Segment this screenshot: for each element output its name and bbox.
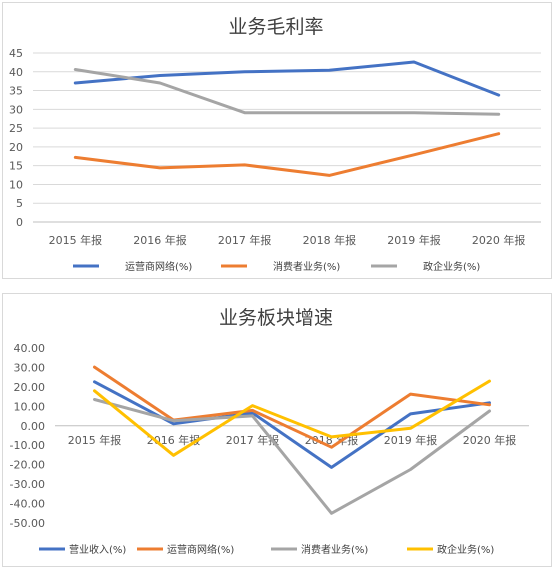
margin-x-tick-label: 2017 年报: [218, 233, 272, 247]
growth-y-tick-label: 10.00: [14, 400, 46, 413]
growth-legend-label: 消费者业务(%): [301, 543, 368, 556]
growth-y-tick-label: 20.00: [14, 381, 46, 394]
margin-y-tick-label: 40: [9, 66, 23, 79]
margin-x-tick-label: 2016 年报: [133, 233, 187, 247]
growth-title: 业务板块增速: [219, 307, 333, 329]
growth-legend-label: 政企业务(%): [437, 543, 494, 556]
growth-x-tick-label: 2017 年报: [226, 433, 280, 447]
growth-x-tick-label: 2015 年报: [68, 433, 122, 447]
growth-y-tick-label: -10.00: [10, 439, 45, 452]
growth-y-tick-label: -30.00: [10, 478, 45, 491]
margin-x-tick-label: 2019 年报: [387, 233, 441, 247]
margin-y-tick-label: 5: [16, 197, 23, 210]
margin-y-tick-label: 45: [9, 47, 23, 60]
margin-legend-label: 运营商网络(%): [125, 260, 192, 273]
margin-x-tick-label: 2015 年报: [49, 233, 103, 247]
growth-x-tick-label: 2020 年报: [463, 433, 517, 447]
growth-series-line-2: [93, 365, 491, 449]
margin-x-tick-label: 2020 年报: [472, 233, 526, 247]
margin-y-tick-label: 10: [9, 178, 23, 191]
margin-y-tick-label: 25: [9, 122, 23, 135]
margin-x-tick-label: 2018 年报: [303, 233, 357, 247]
growth-legend-label: 运营商网络(%): [167, 543, 234, 556]
growth-legend-label: 营业收入(%): [69, 543, 126, 556]
margin-title: 业务毛利率: [228, 16, 323, 38]
gross-margin-chart-svg: 业务毛利率 0 5 10 15 20 25 30 35 40 45 2015 年报 2016 年报 201…: [9, 16, 541, 273]
growth-y-tick-label: -40.00: [10, 498, 45, 511]
margin-y-tick-label: 20: [9, 141, 23, 154]
growth-y-tick-label: 30.00: [14, 361, 46, 374]
margin-y-tick-label: 15: [9, 160, 23, 173]
segment-growth-chart: 业务板块增速 -50.00 -40.00 -30.00 -20.00 -10.00 0.00…: [2, 293, 552, 567]
growth-y-tick-label: 0.00: [21, 420, 46, 433]
margin-legend-label: 消费者业务(%): [273, 260, 340, 273]
growth-y-tick-label: 40.00: [14, 342, 46, 355]
growth-series-line-4: [93, 379, 491, 457]
growth-y-tick-label: -50.00: [10, 517, 45, 530]
margin-y-tick-label: 0: [16, 216, 23, 229]
margin-y-tick-label: 30: [9, 103, 23, 116]
growth-y-tick-label: -20.00: [10, 459, 45, 472]
segment-growth-chart-svg: 业务板块增速 -50.00 -40.00 -30.00 -20.00 -10.00 0.00…: [10, 307, 529, 556]
margin-y-tick-label: 35: [9, 85, 23, 98]
margin-series-line-3: [73, 68, 501, 116]
margin-series-line-1: [73, 60, 501, 97]
margin-series-line-2: [73, 132, 501, 177]
margin-legend-label: 政企业务(%): [423, 260, 480, 273]
gross-margin-chart: 业务毛利率 0 5 10 15 20 25 30 35 40 45 2015 年报 2016 年报 201…: [2, 2, 552, 279]
growth-series-line-3: [93, 398, 491, 515]
growth-x-tick-label: 2019 年报: [384, 433, 438, 447]
